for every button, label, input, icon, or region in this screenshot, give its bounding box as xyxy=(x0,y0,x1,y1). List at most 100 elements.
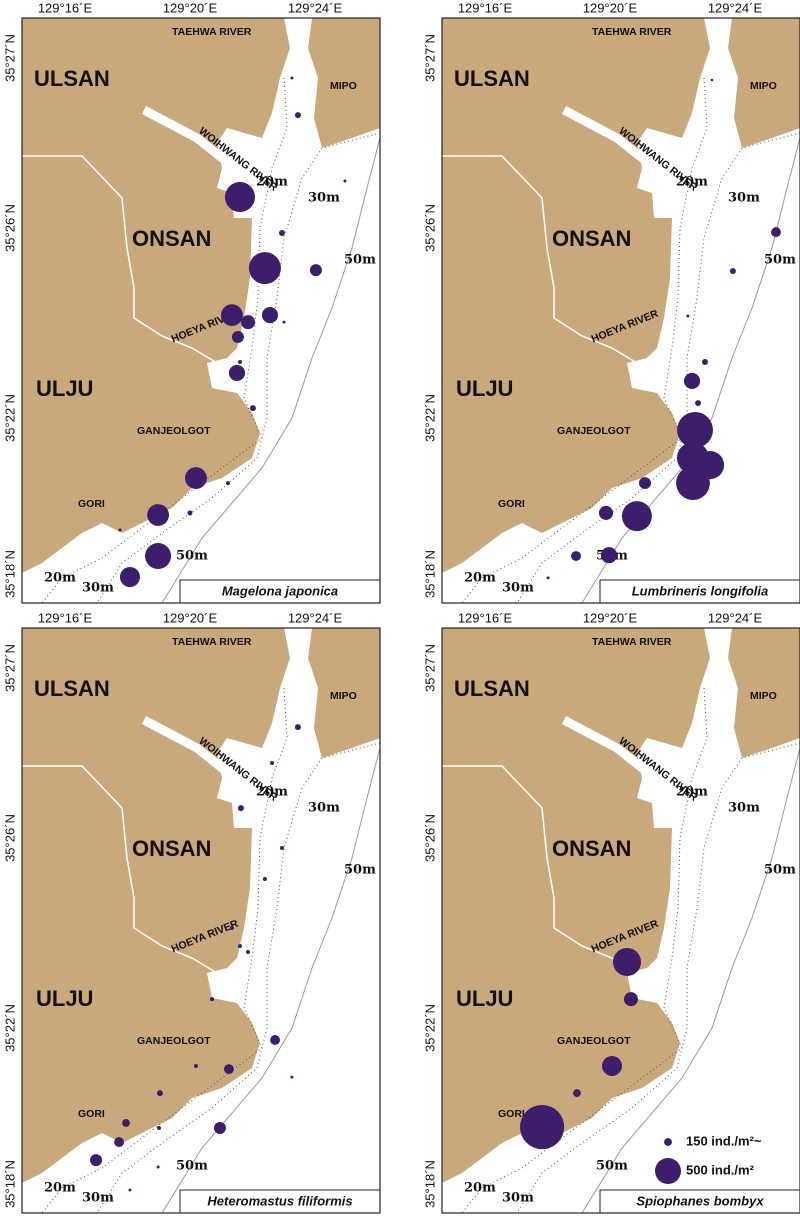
species-name: Lumbrineris longifolia xyxy=(632,583,769,598)
depth-contour xyxy=(41,77,288,604)
lat-label: 35°18´N xyxy=(422,1160,437,1208)
lat-label: 35°22´N xyxy=(2,1004,17,1052)
station-bubble xyxy=(290,76,294,80)
lon-label: 129°24´E xyxy=(708,0,763,15)
lat-label: 35°27´N xyxy=(2,644,17,692)
station-bubble xyxy=(683,372,701,390)
station-bubble xyxy=(118,528,122,532)
depth-label: 20m xyxy=(256,175,288,190)
station-bubble xyxy=(262,877,267,882)
depth-label: 50m xyxy=(764,253,796,268)
lon-label: 129°16´E xyxy=(38,0,93,15)
place-label: ULSAN xyxy=(454,676,530,701)
depth-contour xyxy=(41,687,288,1214)
place-label: GORI xyxy=(78,1108,105,1120)
station-bubble xyxy=(729,268,736,275)
depth-label: 20m xyxy=(676,175,708,190)
place-label: TAEHWA RIVER xyxy=(592,26,672,38)
depth-label: 50m xyxy=(176,549,208,564)
legend-label: 500 ind./m² xyxy=(686,1162,755,1177)
place-label: TAEHWA RIVER xyxy=(592,636,672,648)
station-bubble xyxy=(241,315,256,330)
place-label: ULJU xyxy=(36,376,93,401)
station-bubble xyxy=(224,181,255,212)
station-bubble xyxy=(270,760,275,765)
station-bubble xyxy=(601,1055,623,1076)
lon-label: 129°24´E xyxy=(288,0,343,15)
station-bubble xyxy=(237,944,242,949)
lat-label: 35°27´N xyxy=(2,34,17,82)
station-bubble xyxy=(156,1165,160,1169)
depth-contour xyxy=(461,77,708,604)
depth-label: 50m xyxy=(344,863,376,878)
lat-label: 35°22´N xyxy=(422,1004,437,1052)
station-bubble xyxy=(187,510,193,516)
place-label: MIPO xyxy=(330,690,357,702)
station-bubble xyxy=(612,947,642,977)
station-bubble xyxy=(710,78,714,82)
panel-frame xyxy=(21,17,381,604)
station-bubble xyxy=(676,442,709,474)
station-bubble xyxy=(621,501,652,532)
species-name: Heteromastus filiformis xyxy=(207,1193,352,1208)
depth-label: 20m xyxy=(676,785,708,800)
depth-label: 30m xyxy=(728,801,760,816)
place-label: GANJEOLGOT xyxy=(137,1035,211,1047)
species-name: Magelona japonica xyxy=(222,583,338,598)
station-bubble xyxy=(248,252,281,285)
lon-label: 129°16´E xyxy=(458,610,513,625)
place-label: GORI xyxy=(78,498,105,510)
legend-label: 150 ind./m²~ xyxy=(686,1133,762,1148)
station-bubble xyxy=(90,1154,103,1167)
place-label: GANJEOLGOT xyxy=(137,425,211,437)
lon-label: 129°24´E xyxy=(708,610,763,625)
depth-label: 20m xyxy=(44,571,76,586)
station-bubble xyxy=(573,1089,581,1097)
station-bubble xyxy=(231,330,244,343)
lon-label: 129°20´E xyxy=(583,0,638,15)
lat-label: 35°26´N xyxy=(2,814,17,862)
depth-contour xyxy=(161,137,381,604)
station-bubble xyxy=(249,405,256,412)
place-label: MIPO xyxy=(330,80,357,92)
place-label: ULSAN xyxy=(454,66,530,91)
lon-label: 129°20´E xyxy=(163,0,218,15)
place-label: MIPO xyxy=(750,690,777,702)
place-label: GANJEOLGOT xyxy=(557,425,631,437)
station-bubble xyxy=(228,364,246,382)
lat-label: 35°22´N xyxy=(2,394,17,442)
station-bubble xyxy=(119,567,140,588)
station-bubble xyxy=(600,547,618,564)
station-bubble xyxy=(771,227,781,238)
depth-label: 30m xyxy=(82,581,114,596)
station-bubble xyxy=(294,112,301,119)
depth-label: 30m xyxy=(82,1191,114,1206)
legend-bubble xyxy=(664,1138,672,1146)
station-bubble xyxy=(546,576,550,580)
place-label: ULSAN xyxy=(34,66,110,91)
place-label: ULSAN xyxy=(34,676,110,701)
station-bubble xyxy=(147,504,169,526)
station-bubble xyxy=(145,543,172,570)
lon-label: 129°20´E xyxy=(163,610,218,625)
lat-label: 35°22´N xyxy=(422,394,437,442)
lat-label: 35°18´N xyxy=(422,550,437,598)
lat-label: 35°26´N xyxy=(422,814,437,862)
lat-label: 35°27´N xyxy=(422,34,437,82)
place-label: MIPO xyxy=(750,80,777,92)
place-label: TAEHWA RIVER xyxy=(172,26,252,38)
depth-label: 30m xyxy=(502,1191,534,1206)
station-bubble xyxy=(193,1063,198,1068)
station-bubble xyxy=(343,179,347,183)
station-bubble xyxy=(686,314,690,318)
station-bubble xyxy=(122,1119,130,1127)
depth-label: 30m xyxy=(308,191,340,206)
station-bubble xyxy=(279,845,284,851)
station-bubble xyxy=(278,229,285,236)
lat-label: 35°27´N xyxy=(422,644,437,692)
place-label: ONSAN xyxy=(552,226,631,251)
